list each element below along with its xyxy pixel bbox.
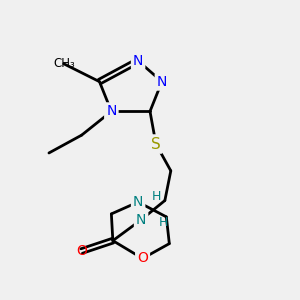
Text: S: S <box>151 136 161 152</box>
Text: N: N <box>133 54 143 68</box>
Text: N: N <box>136 213 146 227</box>
Text: H: H <box>151 190 160 202</box>
Text: CH₃: CH₃ <box>53 57 75 70</box>
Text: O: O <box>137 251 148 266</box>
Text: H: H <box>159 216 168 229</box>
Text: N: N <box>133 195 143 209</box>
Text: N: N <box>157 75 167 88</box>
Text: O: O <box>76 244 87 258</box>
Text: N: N <box>106 104 116 118</box>
